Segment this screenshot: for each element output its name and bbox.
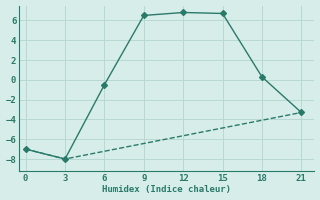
X-axis label: Humidex (Indice chaleur): Humidex (Indice chaleur) [102, 185, 231, 194]
